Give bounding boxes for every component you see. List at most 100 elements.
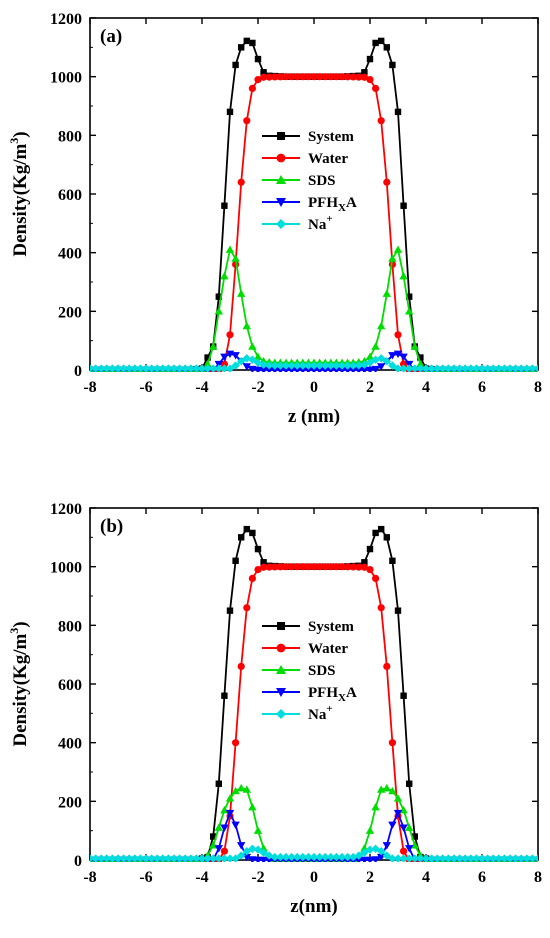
y-tick-label: 800 bbox=[58, 618, 82, 635]
panel-label: (a) bbox=[100, 26, 122, 47]
data-point bbox=[270, 852, 279, 862]
legend-label: Na+​ bbox=[308, 213, 333, 233]
x-axis-title: z(nm) bbox=[290, 896, 337, 917]
legend-item: SDS bbox=[262, 663, 336, 679]
data-point bbox=[141, 854, 151, 862]
data-point bbox=[225, 854, 235, 862]
data-point bbox=[271, 563, 279, 571]
data-point bbox=[371, 844, 380, 854]
x-tick-label: 6 bbox=[478, 379, 486, 396]
y-axis-title-group: Density(Kg/m3) bbox=[7, 621, 31, 746]
data-point bbox=[293, 563, 301, 571]
data-point bbox=[231, 361, 240, 370]
data-point bbox=[181, 364, 190, 372]
data-point bbox=[461, 364, 470, 372]
data-point bbox=[231, 352, 240, 360]
data-point bbox=[220, 805, 229, 814]
data-point bbox=[125, 854, 134, 862]
data-point bbox=[500, 364, 509, 372]
data-point bbox=[113, 854, 123, 862]
series-sds bbox=[90, 783, 538, 862]
y-tick-label: 400 bbox=[58, 736, 82, 753]
plot-frame bbox=[89, 507, 539, 861]
data-point bbox=[511, 364, 520, 372]
density-chart-b: -8 -6 -4 -2 0 2 4 6 8 0 200 400 600 800 1000 1200 z(nm) D… bbox=[7, 501, 542, 917]
legend: System Water SDS PFHX​ANa+​ bbox=[262, 129, 357, 233]
data-point bbox=[237, 289, 246, 297]
data-point bbox=[282, 563, 290, 571]
data-point bbox=[220, 271, 229, 280]
data-point bbox=[371, 365, 380, 372]
data-point bbox=[293, 361, 302, 370]
data-point bbox=[344, 73, 352, 81]
data-point bbox=[377, 117, 385, 125]
data-point bbox=[226, 607, 234, 614]
data-point bbox=[365, 845, 375, 854]
data-point bbox=[377, 847, 386, 856]
data-point bbox=[309, 852, 319, 862]
data-point bbox=[254, 566, 262, 574]
data-point bbox=[421, 854, 431, 862]
data-point bbox=[175, 854, 184, 862]
data-point bbox=[237, 851, 246, 860]
data-point bbox=[511, 854, 520, 862]
data-point bbox=[271, 73, 279, 81]
data-point bbox=[355, 73, 363, 81]
legend-item: Water bbox=[262, 151, 348, 167]
y-tick-label: 200 bbox=[58, 794, 82, 811]
data-point bbox=[416, 359, 425, 368]
data-point bbox=[309, 361, 319, 370]
data-point bbox=[242, 363, 251, 371]
data-point bbox=[505, 854, 515, 862]
data-point bbox=[399, 805, 408, 814]
data-point bbox=[221, 202, 228, 209]
data-point bbox=[416, 854, 425, 862]
data-point bbox=[136, 364, 145, 372]
legend-label: System bbox=[308, 129, 354, 145]
data-point bbox=[382, 783, 391, 792]
data-point bbox=[372, 39, 379, 47]
x-tick-label: 4 bbox=[422, 379, 430, 396]
data-point bbox=[360, 73, 368, 81]
data-point bbox=[500, 854, 509, 862]
data-point bbox=[254, 55, 262, 63]
data-point bbox=[260, 559, 267, 566]
data-point bbox=[377, 363, 386, 371]
y-tick-label: 600 bbox=[58, 187, 82, 204]
data-point bbox=[449, 364, 459, 372]
data-point bbox=[102, 364, 111, 372]
data-point bbox=[186, 364, 195, 372]
y-axis-title: Density(Kg/m3) bbox=[7, 621, 31, 746]
data-point bbox=[237, 842, 246, 850]
data-point bbox=[405, 854, 414, 862]
data-point bbox=[237, 662, 245, 671]
data-point bbox=[304, 361, 313, 370]
data-point bbox=[158, 364, 167, 372]
data-point bbox=[147, 364, 156, 372]
data-point bbox=[153, 364, 162, 372]
data-point bbox=[405, 845, 414, 853]
legend-label: Na+​ bbox=[308, 703, 333, 723]
data-point bbox=[130, 854, 139, 862]
data-point bbox=[337, 852, 347, 862]
data-point bbox=[365, 358, 375, 367]
data-point bbox=[522, 364, 531, 372]
data-point bbox=[220, 364, 229, 372]
data-point bbox=[282, 73, 290, 81]
legend-marker bbox=[276, 688, 286, 697]
data-point bbox=[365, 856, 375, 862]
data-point bbox=[382, 357, 391, 366]
x-tick-label: -2 bbox=[251, 869, 264, 886]
data-point bbox=[310, 73, 318, 81]
data-point bbox=[366, 55, 374, 63]
data-point bbox=[130, 364, 139, 372]
data-point bbox=[270, 361, 279, 370]
data-point bbox=[215, 293, 222, 300]
data-point bbox=[248, 574, 256, 583]
data-point bbox=[226, 331, 234, 339]
data-point bbox=[119, 364, 128, 372]
data-point bbox=[388, 854, 397, 862]
y-tick-label: 1000 bbox=[50, 70, 82, 87]
legend-item: PFHX​A bbox=[262, 195, 357, 214]
